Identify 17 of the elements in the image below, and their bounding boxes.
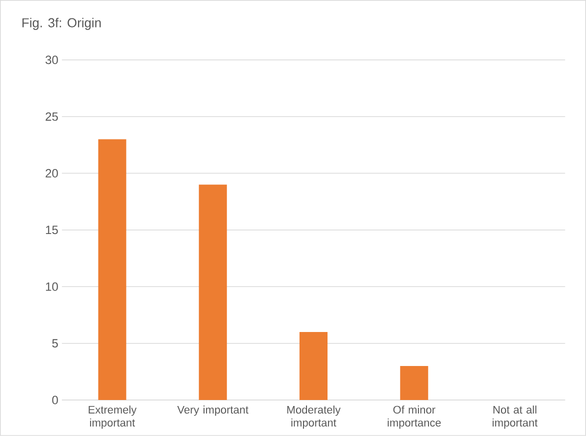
y-tick-label: 20: [46, 169, 58, 178]
chart-title: Fig. 3f: Origin: [22, 18, 101, 30]
bar: [98, 139, 126, 400]
bar: [400, 366, 428, 400]
y-tick-label: 5: [52, 339, 58, 348]
y-tick-label: 0: [52, 396, 58, 404]
x-tick-label: Not at all important: [492, 406, 538, 429]
y-tick-label: 30: [46, 56, 58, 64]
x-tick-label: Of minor importance: [388, 406, 441, 429]
x-tick-label: Very important: [177, 406, 248, 416]
bar: [300, 332, 328, 400]
x-tick-label: Extremely important: [88, 406, 137, 429]
y-tick-label: 10: [46, 282, 58, 291]
x-tick-label: Moderately important: [287, 406, 341, 429]
y-tick-label: 25: [46, 112, 58, 121]
y-tick-label: 15: [46, 226, 58, 234]
bar: [198, 184, 227, 400]
